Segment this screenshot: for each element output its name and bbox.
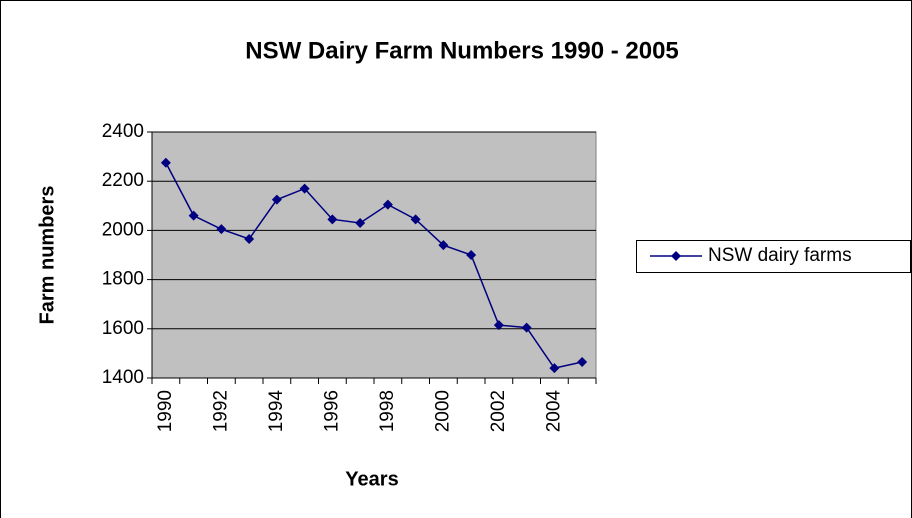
data-point xyxy=(271,194,282,205)
x-tick-label: 1996 xyxy=(321,390,342,432)
y-tick-label: 1600 xyxy=(102,318,144,339)
legend-marker xyxy=(671,251,681,261)
chart-title: NSW Dairy Farm Numbers 1990 - 2005 xyxy=(245,37,679,64)
y-tick-label: 2400 xyxy=(102,121,144,142)
legend-label: NSW dairy farms xyxy=(708,245,852,266)
x-tick-label: 1998 xyxy=(377,390,398,432)
y-axis-title: Farm numbers xyxy=(36,186,58,325)
data-point xyxy=(160,157,171,168)
data-point xyxy=(410,214,421,225)
data-point xyxy=(493,320,504,331)
data-point xyxy=(244,234,255,245)
x-tick-label: 2000 xyxy=(432,390,453,432)
x-tick-label: 1994 xyxy=(266,390,287,433)
data-point xyxy=(382,199,393,210)
x-tick-label: 2002 xyxy=(488,390,509,432)
data-point xyxy=(577,357,588,368)
y-tick-label: 1400 xyxy=(102,367,144,388)
y-tick-label: 2200 xyxy=(102,170,144,191)
y-tick-label: 2000 xyxy=(102,219,144,240)
x-tick-label: 2004 xyxy=(543,390,564,433)
data-point xyxy=(327,214,338,225)
data-point xyxy=(299,183,310,194)
data-point xyxy=(521,322,532,333)
data-point xyxy=(216,224,227,235)
data-point xyxy=(355,218,366,229)
data-point xyxy=(188,210,199,221)
x-tick-label: 1992 xyxy=(210,390,231,432)
x-tick-label: 1990 xyxy=(155,390,176,432)
series-line xyxy=(165,162,583,370)
data-point xyxy=(549,363,560,374)
plot-area xyxy=(151,131,597,379)
data-point xyxy=(466,250,477,260)
x-axis-title: Years xyxy=(345,468,398,490)
data-point xyxy=(438,240,449,251)
y-tick-label: 1800 xyxy=(102,269,144,290)
